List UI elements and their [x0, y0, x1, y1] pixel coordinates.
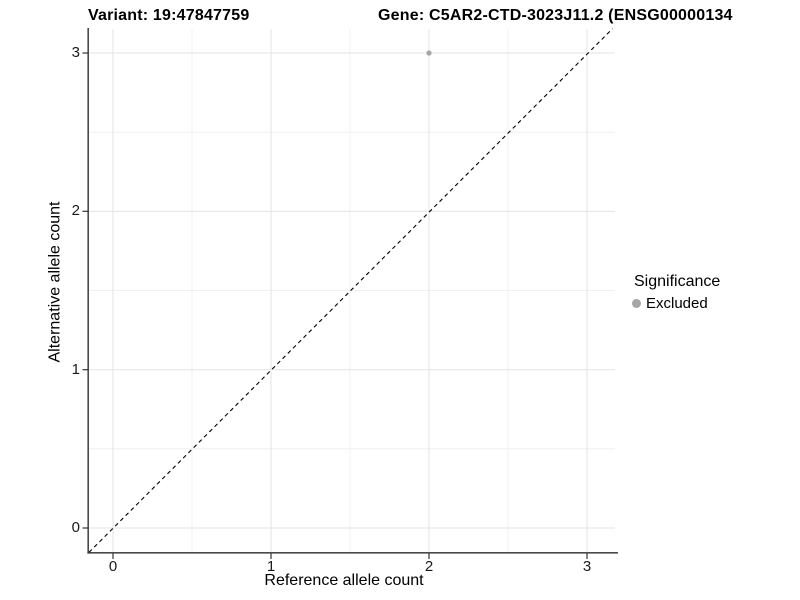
y-tick-marks [82, 52, 88, 529]
x-axis-title: Reference allele count [264, 572, 424, 589]
variant-title: Variant: 19:47847759 [88, 7, 250, 24]
x-tick-label-1: 1 [266, 558, 276, 575]
y-tick-label-2: 2 [71, 202, 80, 219]
grid-minor [89, 29, 615, 552]
y-axis-title: Alternative allele count [46, 201, 64, 363]
identity-dashed-line [88, 28, 613, 553]
legend-marker-dot [632, 299, 641, 308]
legend: Significance Excluded [630, 272, 720, 313]
grid-major [89, 29, 615, 552]
y-tick-label-3: 3 [71, 44, 80, 61]
legend-item-excluded: Excluded [630, 294, 720, 313]
gene-title: Gene: C5AR2-CTD-3023J11.2 (ENSG00000134 [378, 7, 733, 24]
x-tick-label-2: 2 [424, 558, 434, 575]
x-tick-marks [112, 553, 588, 559]
x-tick-label-0: 0 [108, 558, 118, 575]
legend-item-label: Excluded [646, 295, 708, 312]
x-tick-label-3: 3 [582, 558, 592, 575]
excluded-point [426, 50, 432, 56]
y-tick-label-1: 1 [71, 361, 80, 378]
y-tick-label-0: 0 [71, 519, 80, 536]
legend-title: Significance [634, 273, 721, 290]
